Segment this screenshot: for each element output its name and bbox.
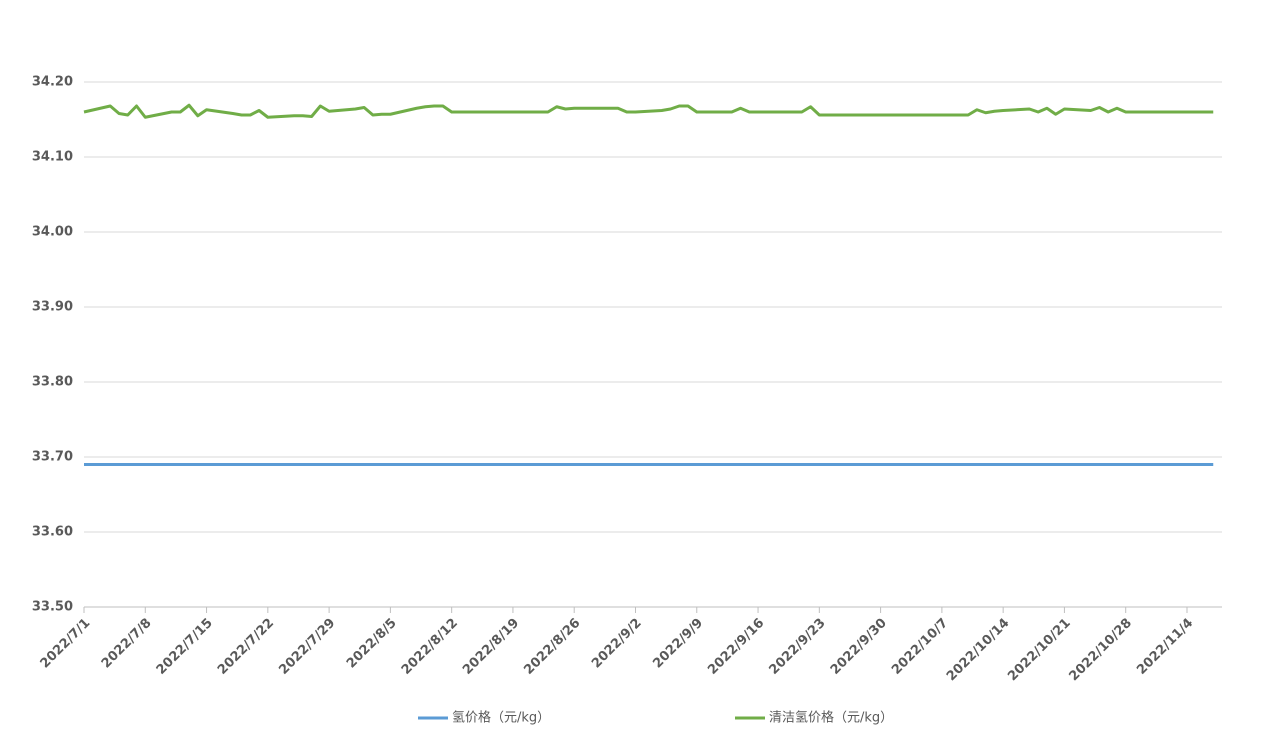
y-tick-label: 34.00 xyxy=(32,225,73,240)
x-tick-label: 2022/9/30 xyxy=(828,616,890,678)
y-tick-label: 33.70 xyxy=(32,450,73,465)
x-tick-label: 2022/10/21 xyxy=(1005,616,1073,684)
x-tick-label: 2022/7/22 xyxy=(215,616,277,678)
y-tick-label: 33.80 xyxy=(32,375,73,390)
y-tick-label: 33.90 xyxy=(32,300,73,315)
x-tick-label: 2022/11/4 xyxy=(1134,616,1196,678)
x-tick-label: 2022/9/16 xyxy=(705,616,767,678)
x-tick-label: 2022/9/23 xyxy=(767,616,829,678)
x-tick-label: 2022/8/12 xyxy=(399,616,461,678)
legend-label: 清洁氢价格（元/kg） xyxy=(769,710,893,726)
x-tick-label: 2022/8/19 xyxy=(460,616,522,678)
x-tick-label: 2022/7/29 xyxy=(276,616,338,678)
x-tick-label: 2022/7/15 xyxy=(154,616,216,678)
legend-label: 氢价格（元/kg） xyxy=(452,710,550,726)
x-tick-label: 2022/10/14 xyxy=(944,616,1012,684)
y-tick-label: 33.50 xyxy=(32,600,73,615)
x-tick-label: 2022/7/1 xyxy=(38,616,94,672)
x-tick-label: 2022/8/26 xyxy=(521,616,583,678)
x-tick-label: 2022/9/2 xyxy=(589,616,645,672)
x-tick-label: 2022/8/5 xyxy=(344,616,400,672)
y-tick-label: 34.10 xyxy=(32,150,73,165)
x-tick-label: 2022/10/28 xyxy=(1067,616,1135,684)
y-tick-label: 34.20 xyxy=(32,75,73,90)
series-line xyxy=(83,103,1214,119)
y-tick-label: 33.60 xyxy=(32,525,73,540)
x-tick-label: 2022/7/8 xyxy=(99,616,155,672)
x-tick-label: 2022/9/9 xyxy=(650,616,706,672)
x-tick-label: 2022/10/7 xyxy=(889,616,951,678)
